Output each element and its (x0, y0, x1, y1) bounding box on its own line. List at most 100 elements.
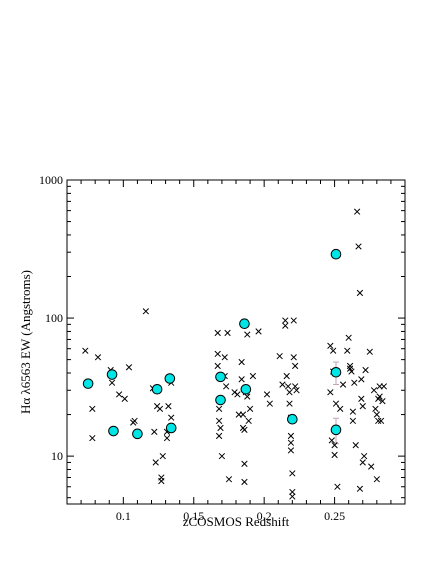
cross-point (293, 387, 300, 394)
x-tick-label: 0.15 (183, 509, 204, 523)
cross-stroke (241, 460, 248, 467)
cross-stroke (287, 447, 295, 454)
cross-stroke (366, 348, 373, 355)
cross-stroke (151, 428, 158, 435)
cross-point (89, 405, 96, 413)
cross-stroke (291, 383, 299, 390)
cross-point (151, 428, 158, 435)
cross-point (283, 372, 290, 380)
cross-point (287, 432, 295, 440)
cross-point (108, 379, 116, 386)
cross-point (346, 362, 354, 370)
cross-stroke (163, 434, 171, 442)
cross-stroke (94, 354, 102, 361)
cross-stroke (293, 387, 300, 394)
cross-point (289, 493, 296, 500)
cross-point (345, 334, 352, 341)
cross-point (373, 476, 380, 483)
cross-point (94, 354, 102, 361)
cross-point (218, 452, 226, 460)
cross-stroke (158, 477, 165, 485)
cross-stroke (290, 317, 297, 324)
cross-point (284, 383, 292, 390)
cross-stroke (331, 451, 338, 459)
cross-point (225, 476, 233, 483)
cross-stroke (142, 308, 150, 315)
cross-point (241, 460, 248, 467)
cross-point (266, 400, 273, 407)
cross-stroke (89, 434, 96, 442)
cross-stroke (165, 403, 172, 410)
cross-point (158, 477, 165, 485)
cross-stroke (245, 417, 252, 425)
cross-stroke (359, 459, 366, 466)
cross-stroke (82, 347, 89, 354)
cross-stroke (152, 459, 159, 466)
circle-point (82, 378, 94, 389)
cross-stroke (289, 470, 296, 477)
cross-stroke (241, 478, 248, 486)
cross-point (379, 398, 386, 405)
cross-point (224, 329, 231, 337)
cross-stroke (238, 376, 245, 383)
cross-stroke (376, 393, 383, 400)
cross-point (356, 289, 364, 297)
cross-stroke (331, 442, 338, 449)
cross-stroke (359, 403, 366, 410)
cross-point (353, 208, 361, 215)
y-tick-label: 1000 (39, 173, 63, 187)
cross-stroke (327, 389, 334, 396)
cross-stroke (286, 400, 293, 407)
cross-point (332, 400, 340, 407)
cross-point (372, 405, 379, 413)
cross-point (245, 417, 252, 425)
cross-stroke (156, 405, 164, 413)
cross-point (255, 328, 262, 335)
cross-point (290, 317, 297, 324)
cross-point (286, 400, 293, 407)
cross-stroke (289, 493, 296, 500)
cross-point (291, 362, 299, 370)
cross-stroke (352, 442, 359, 449)
cross-stroke (241, 426, 248, 433)
cross-point (163, 434, 171, 442)
circle-point (132, 428, 143, 440)
y-axis-label: Hα λ6563 EW (Angstroms) (18, 270, 33, 414)
y-tick-label: 10 (51, 449, 63, 463)
cross-point (238, 376, 245, 383)
cross-stroke (266, 400, 273, 407)
cross-stroke (373, 411, 380, 418)
cross-point (362, 366, 369, 374)
circle-point (215, 371, 226, 383)
circle-point (239, 318, 250, 330)
cross-stroke (373, 476, 380, 483)
cross-point (241, 426, 248, 433)
circle-point (240, 383, 252, 395)
cross-point (89, 434, 96, 442)
cross-stroke (168, 414, 175, 421)
cross-stroke (330, 347, 337, 354)
cross-point (331, 442, 338, 449)
circle-point (165, 422, 177, 434)
cross-point (221, 354, 228, 361)
cross-point (222, 383, 230, 390)
cross-stroke (215, 417, 223, 425)
cross-point (359, 459, 366, 466)
cross-stroke (379, 398, 386, 405)
cross-stroke (215, 405, 223, 413)
cross-point (276, 352, 283, 360)
cross-stroke (380, 383, 388, 390)
cross-stroke (377, 417, 385, 425)
cross-stroke (358, 395, 365, 402)
cross-stroke (239, 411, 247, 418)
cross-stroke (348, 368, 355, 375)
cross-point (327, 389, 334, 396)
cross-stroke (282, 317, 289, 324)
cross-stroke (339, 381, 347, 388)
cross-stroke (249, 372, 257, 380)
cross-point (358, 395, 365, 402)
cross-stroke (159, 452, 166, 460)
x-tick-label: 0.25 (324, 509, 345, 523)
cross-point (214, 362, 221, 370)
